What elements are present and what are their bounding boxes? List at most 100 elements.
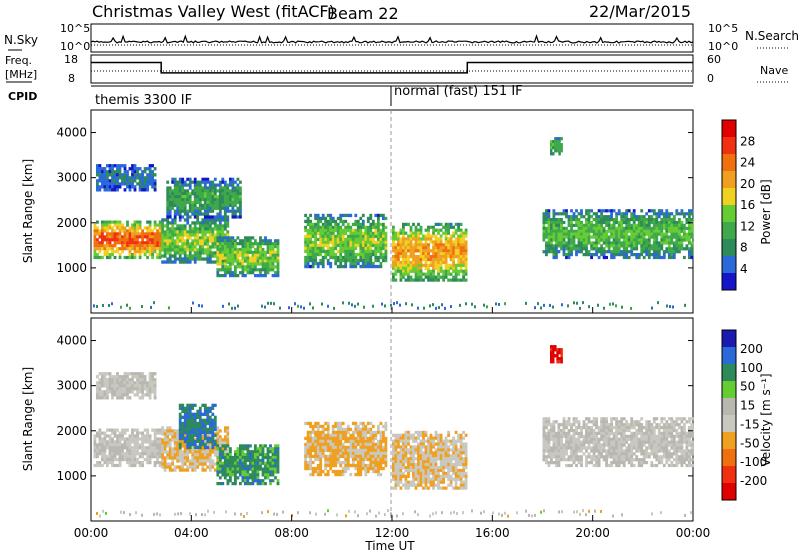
echo-cell [218,192,222,196]
echo-cell [617,241,621,245]
echo-cell [602,218,606,222]
echo-cell [161,426,164,430]
echo-cell [133,179,137,183]
echo-cell [208,462,212,466]
echo-cell [630,241,634,245]
echo-cell [429,263,433,267]
echo-cell [229,450,232,454]
echo-cell [206,189,210,193]
echo-cell [269,455,272,460]
echo-cell [181,450,185,454]
echo-cell [266,470,270,474]
echo-cell [221,206,225,210]
echo-cell [432,249,435,253]
echo-cell [464,228,468,232]
echo-cell [688,235,691,239]
echo-cell [366,246,370,251]
echo-cell [108,384,112,388]
echo-cell [229,473,232,477]
ground-scatter-cell [567,304,569,308]
echo-cell [208,450,212,454]
echo-cell [632,235,636,239]
echo-cell [226,464,230,468]
echo-cell [647,253,651,257]
echo-cell [351,442,355,447]
echo-cell [138,437,142,441]
echo-cell [151,443,154,447]
echo-cell [98,443,102,447]
echo-cell [412,269,415,273]
echo-cell [650,232,654,236]
echo-cell [665,235,669,239]
echo-cell [382,234,385,239]
echo-cell [662,215,666,219]
echo-cell [678,212,681,216]
echo-cell [96,226,99,230]
echo-cell [108,375,112,379]
echo-cell [597,255,601,260]
echo-cell [249,265,252,269]
echo-cell [351,258,355,263]
echo-cell [439,255,443,259]
echo-cell [231,467,235,471]
echo-cell [138,387,142,391]
echo-cell [632,220,636,225]
echo-cell [151,253,154,257]
echo-cell [326,424,330,429]
echo-cell [620,250,624,254]
echo-cell [324,436,328,441]
echo-cell [419,225,423,229]
echo-cell [213,192,217,196]
echo-cell [178,248,182,252]
echo-cell [218,250,222,254]
echo-cell [171,227,175,231]
echo-cell [652,232,656,236]
echo-cell [356,448,360,453]
echo-cell [432,260,435,265]
ground-scatter-cell [483,303,485,307]
echo-cell [427,275,430,279]
echo-cell [414,263,418,267]
echo-cell [208,230,212,234]
echo-cell [201,447,205,451]
echo-cell [306,261,310,266]
echo-cell [557,238,561,242]
echo-cell [550,223,553,227]
echo-cell [640,244,644,248]
echo-cell [351,445,355,450]
echo-cell [126,375,129,379]
echo-cell [128,387,132,391]
echo-cell [269,482,272,486]
echo-cell [96,164,99,168]
echo-cell [464,243,468,247]
echo-cell [610,235,613,239]
echo-cell [414,234,418,238]
echo-cell [314,213,317,218]
echo-cell [324,231,328,236]
echo-cell [660,220,664,225]
echo-cell [339,469,343,474]
echo-cell [216,450,220,454]
echo-cell [547,212,551,216]
echo-cell [196,239,200,243]
echo-cell [558,152,561,156]
echo-cell [652,220,656,225]
echo-cell [683,232,686,236]
echo-cell [650,244,654,248]
echo-cell [617,238,621,242]
echo-cell [231,245,235,249]
echo-cell [620,244,624,248]
echo-cell [316,472,320,477]
echo-cell [198,257,202,261]
echo-cell [131,223,134,227]
echo-cell [111,446,114,450]
echo-cell [241,253,245,257]
echo-cell [223,447,227,451]
echo-cell [116,173,119,177]
echo-cell [183,254,187,258]
echo-cell [143,437,147,441]
echo-cell [234,198,237,202]
echo-cell [339,219,343,224]
echo-cell [141,443,144,447]
echo-cell [334,424,338,429]
